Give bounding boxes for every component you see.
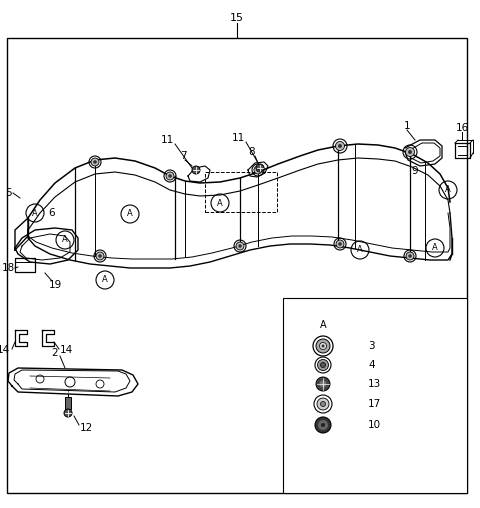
- Circle shape: [320, 342, 326, 350]
- Circle shape: [321, 401, 325, 406]
- Circle shape: [254, 166, 262, 174]
- Circle shape: [338, 144, 342, 148]
- Text: A: A: [432, 243, 438, 252]
- Text: 17: 17: [368, 399, 381, 409]
- Text: 9: 9: [412, 166, 418, 176]
- Text: A: A: [102, 275, 108, 284]
- Circle shape: [64, 409, 72, 417]
- Bar: [15, 258, 35, 272]
- Circle shape: [236, 242, 244, 250]
- Text: 12: 12: [80, 423, 93, 433]
- Circle shape: [336, 142, 345, 150]
- Circle shape: [168, 174, 172, 178]
- Text: 1: 1: [404, 121, 410, 131]
- Circle shape: [91, 158, 99, 166]
- Text: 14: 14: [60, 345, 73, 355]
- Circle shape: [320, 380, 326, 388]
- Circle shape: [192, 166, 200, 174]
- Text: 18: 18: [1, 263, 14, 273]
- Circle shape: [406, 147, 415, 156]
- Text: 4: 4: [368, 360, 374, 370]
- Text: A: A: [445, 185, 451, 195]
- Text: 11: 11: [161, 135, 174, 145]
- Circle shape: [318, 420, 328, 430]
- Circle shape: [316, 377, 330, 391]
- Circle shape: [408, 254, 412, 258]
- Text: 13: 13: [368, 379, 381, 389]
- Bar: [205, 172, 277, 212]
- Circle shape: [406, 252, 414, 260]
- Text: A: A: [32, 208, 38, 217]
- Text: A: A: [357, 245, 363, 255]
- Circle shape: [316, 339, 330, 353]
- Circle shape: [338, 242, 342, 246]
- Text: 2: 2: [52, 348, 58, 358]
- Text: 3: 3: [368, 341, 374, 351]
- Circle shape: [408, 150, 412, 154]
- Circle shape: [166, 172, 174, 180]
- Circle shape: [317, 360, 328, 370]
- Text: A: A: [217, 199, 223, 207]
- Text: 15: 15: [230, 13, 244, 23]
- Circle shape: [96, 252, 104, 260]
- Bar: [7, 38, 467, 493]
- Text: 5: 5: [5, 188, 12, 198]
- Circle shape: [256, 164, 264, 172]
- Text: 11: 11: [232, 133, 245, 143]
- Circle shape: [238, 244, 242, 248]
- Circle shape: [315, 417, 331, 433]
- Circle shape: [321, 363, 325, 367]
- Text: A: A: [127, 209, 133, 218]
- Text: 19: 19: [48, 280, 61, 290]
- Circle shape: [336, 240, 344, 248]
- Text: 10: 10: [368, 420, 381, 430]
- Circle shape: [93, 160, 97, 164]
- Circle shape: [321, 423, 325, 427]
- Circle shape: [256, 168, 260, 172]
- Text: A: A: [320, 320, 326, 330]
- Circle shape: [98, 254, 102, 258]
- Text: 6: 6: [48, 208, 55, 218]
- Text: 16: 16: [456, 123, 468, 133]
- Text: 7: 7: [180, 151, 186, 161]
- Bar: [65, 397, 71, 409]
- Bar: [283, 298, 467, 493]
- Text: 8: 8: [249, 147, 255, 157]
- Circle shape: [317, 398, 329, 410]
- Text: A: A: [62, 236, 68, 244]
- Circle shape: [322, 344, 324, 347]
- Text: 14: 14: [0, 345, 10, 355]
